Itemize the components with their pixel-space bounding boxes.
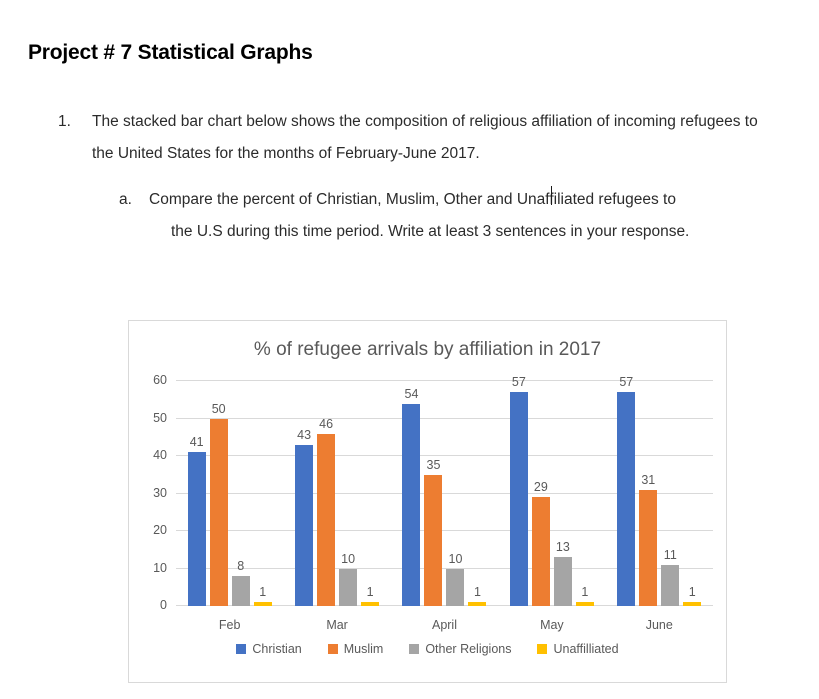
- chart-bar[interactable]: 35: [424, 458, 443, 606]
- chart-gridline: 40: [153, 448, 713, 462]
- legend-item[interactable]: Muslim: [327, 642, 384, 656]
- chart-bar[interactable]: 8: [231, 559, 250, 606]
- legend-swatch-icon: [236, 644, 247, 654]
- chart-bar-value-label: 31: [641, 472, 656, 487]
- chart-bar[interactable]: 57: [617, 375, 636, 606]
- x-axis-category-label: Feb: [218, 618, 241, 632]
- chart-bar[interactable]: 11: [661, 548, 680, 606]
- legend-item-label: Christian: [252, 642, 302, 656]
- chart-bar-value-label: 57: [511, 375, 526, 390]
- legend-item-label: Unaffilliated: [553, 642, 619, 656]
- list-item: a. Compare the percent of Christian, Mus…: [119, 184, 819, 248]
- x-axis-category-label: Mar: [326, 618, 348, 632]
- legend-item[interactable]: Other Religions: [409, 642, 511, 656]
- chart-bar[interactable]: 10: [446, 552, 465, 606]
- chart-bar[interactable]: 46: [317, 417, 336, 606]
- chart-bar-value-label: 1: [366, 585, 374, 600]
- legend-item-label: Muslim: [343, 642, 384, 656]
- list-item-text-line-2: the U.S during this time period. Write a…: [171, 223, 690, 240]
- chart-bar-value-label: 11: [663, 547, 677, 562]
- x-axis-category-label: April: [431, 618, 457, 632]
- legend-swatch-icon: [537, 644, 548, 654]
- chart-gridline: 50: [153, 411, 713, 425]
- list-item-marker: 1.: [58, 113, 71, 130]
- chart-bar-value-label: 43: [297, 427, 312, 442]
- chart-bar-value-label: 54: [404, 386, 419, 401]
- y-axis-tick-label: 60: [153, 373, 167, 387]
- chart-bar[interactable]: 29: [531, 480, 550, 606]
- chart-bar[interactable]: 1: [575, 585, 594, 606]
- chart-bar-value-label: 35: [426, 457, 441, 472]
- chart-gridline: 20: [153, 523, 713, 537]
- chart-container[interactable]: % of refugee arrivals by affiliation in …: [128, 320, 727, 683]
- x-axis-category-label: June: [645, 618, 673, 632]
- chart-bar-value-label: 13: [555, 540, 570, 555]
- chart-bar-value-label: 46: [319, 416, 334, 431]
- legend-item-label: Other Religions: [425, 642, 512, 656]
- x-axis-category-label: May: [540, 618, 564, 632]
- chart-bar[interactable]: 1: [361, 585, 380, 606]
- chart-bar-value-label: 10: [448, 551, 463, 566]
- chart-gridline: 10: [153, 561, 713, 575]
- chart-title: % of refugee arrivals by affiliation in …: [253, 339, 602, 360]
- chart-bar[interactable]: 31: [639, 473, 658, 606]
- list-item-text: The stacked bar chart below shows the co…: [92, 113, 758, 162]
- chart-category-group: 54 35 10 1 April: [391, 381, 498, 632]
- y-axis-tick-label: 30: [153, 485, 167, 500]
- chart-bar[interactable]: 50: [209, 402, 228, 606]
- chart-bar-value-label: 1: [581, 585, 589, 600]
- y-axis-tick-label: 20: [153, 523, 167, 537]
- list-item-text-line-1: Compare the percent of Christian, Muslim…: [149, 191, 676, 208]
- list-item-text: Compare the percent of Christian, Muslim…: [149, 184, 809, 248]
- chart-bar-value-label: 29: [533, 480, 548, 495]
- chart-bar[interactable]: 54: [402, 387, 421, 606]
- chart-bar[interactable]: 1: [683, 585, 702, 606]
- list-item: 1. The stacked bar chart below shows the…: [58, 106, 798, 170]
- chart-legend: Christian Muslim Other Religions Unaffillia…: [129, 642, 726, 656]
- chart-bar[interactable]: 1: [468, 585, 487, 606]
- chart-category-group: 43 46 10 1 Mar: [283, 381, 390, 632]
- legend-item[interactable]: Christian: [236, 642, 302, 656]
- chart-bar-value-label: 41: [189, 435, 204, 450]
- y-axis-tick-label: 50: [153, 410, 167, 425]
- chart-bar[interactable]: 57: [509, 375, 528, 606]
- chart-bar-value-label: 50: [211, 401, 226, 416]
- chart-bar[interactable]: 10: [339, 552, 358, 606]
- chart-bar[interactable]: 43: [295, 428, 314, 606]
- legend-swatch-icon: [327, 644, 338, 654]
- chart-bar-value-label: 57: [619, 375, 634, 390]
- chart-gridline: 30: [153, 486, 713, 500]
- y-axis-tick-label: 0: [160, 598, 167, 612]
- chart-bar-value-label: 1: [259, 585, 267, 600]
- chart-bar-value-label: 8: [237, 559, 245, 573]
- text-cursor-caret: [551, 186, 552, 205]
- chart-bar[interactable]: 13: [553, 540, 572, 606]
- chart-category-group: 57 29 13 1 May: [498, 375, 605, 632]
- chart-category-group: 57 31 11 1 June: [606, 375, 713, 632]
- chart-plot-area: 0 10 20 30 40 50 60 41 50 8 1 Feb 43 46 10 1 Mar 54 35 10 1 A…: [153, 373, 713, 632]
- chart-bar[interactable]: 1: [253, 585, 272, 606]
- chart-bar-value-label: 10: [341, 551, 356, 566]
- chart-bar-value-label: 1: [474, 585, 481, 600]
- chart-bar[interactable]: 41: [187, 435, 206, 606]
- chart-category-group: 41 50 8 1 Feb: [176, 381, 283, 632]
- y-axis-tick-label: 10: [153, 560, 167, 575]
- page-title: Project # 7 Statistical Graphs: [28, 41, 313, 64]
- legend-item[interactable]: Unaffilliated: [537, 642, 619, 656]
- chart-gridline: 60: [153, 373, 713, 387]
- chart-bar-value-label: 1: [688, 585, 696, 600]
- y-axis-tick-label: 40: [153, 448, 167, 462]
- chart-gridline: 0: [160, 598, 713, 612]
- list-item-marker: a.: [119, 191, 132, 208]
- legend-swatch-icon: [409, 644, 420, 654]
